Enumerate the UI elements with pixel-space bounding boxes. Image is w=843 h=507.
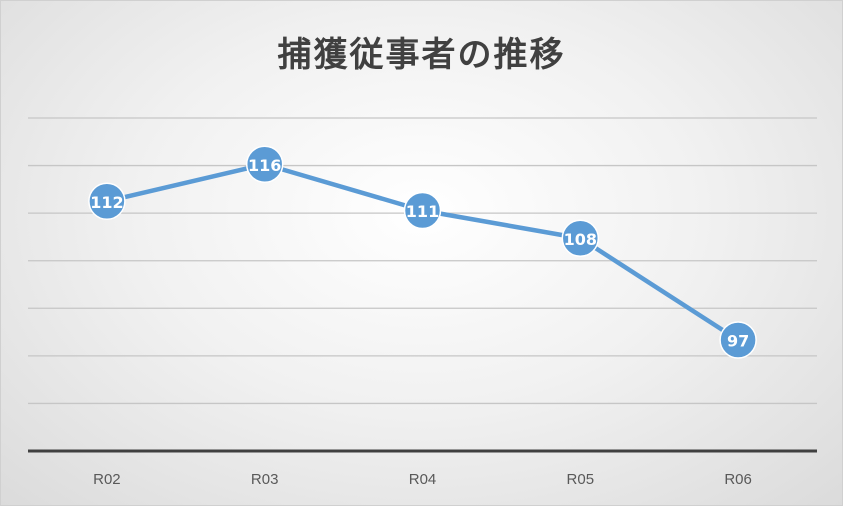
- series-line: [104, 162, 741, 343]
- x-tick-label: R05: [567, 471, 595, 488]
- x-tick-label: R02: [93, 471, 121, 488]
- data-point: [403, 191, 442, 230]
- data-point: [561, 219, 600, 257]
- data-point: [719, 321, 757, 359]
- data-point: [245, 145, 284, 183]
- data-label: 112: [90, 193, 123, 212]
- data-label: 116: [248, 156, 281, 175]
- x-tick-label: R03: [251, 471, 279, 488]
- x-tick-label: R06: [724, 471, 752, 488]
- data-label: 97: [727, 332, 749, 351]
- chart-title: 捕獲従事者の推移: [277, 35, 566, 75]
- data-point: [88, 182, 126, 220]
- x-tick-label: R04: [409, 471, 437, 488]
- data-label: 111: [406, 202, 439, 221]
- data-label: 108: [564, 230, 597, 249]
